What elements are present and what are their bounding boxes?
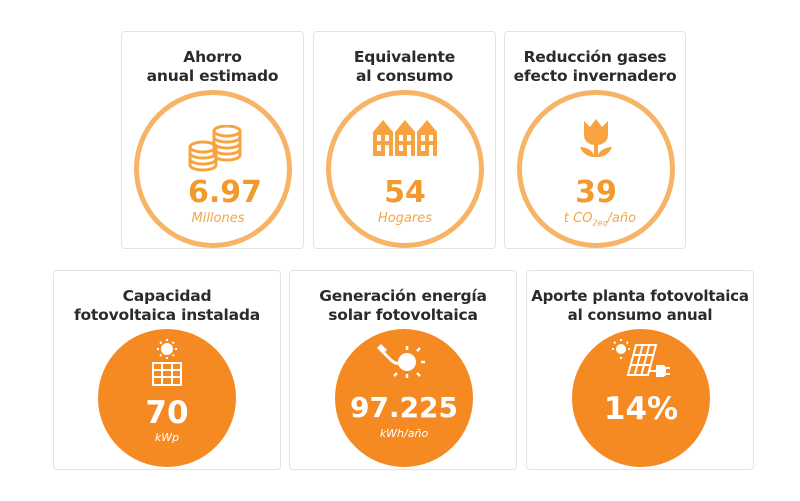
card-title: Reducción gases efecto invernadero bbox=[513, 48, 677, 85]
value: 70 bbox=[145, 395, 189, 431]
card-title: Aporte planta fotovoltaica al consumo an… bbox=[531, 287, 749, 324]
filled-circle: 70 kWp bbox=[98, 329, 236, 467]
ring-circle: 54 Hogares bbox=[326, 90, 484, 248]
card-title: Ahorro anual estimado bbox=[146, 48, 279, 85]
card-title: Equivalente al consumo bbox=[353, 48, 456, 85]
card-plant-contribution: Aporte planta fotovoltaica al consumo an… bbox=[526, 270, 754, 470]
value: 14% bbox=[603, 391, 679, 427]
filled-circle: 97.225 kWh/año bbox=[335, 329, 473, 467]
card-title: Generación energía solar fotovoltaica bbox=[319, 287, 487, 324]
unit-tail: /año bbox=[607, 211, 637, 226]
unit: kWp bbox=[154, 431, 180, 444]
value: 54 bbox=[384, 175, 426, 210]
card-title: Capacidad fotovoltaica instalada bbox=[73, 287, 261, 324]
sun-plug-icon bbox=[377, 344, 425, 378]
unit: Millones bbox=[191, 211, 245, 226]
unit-main: t CO bbox=[563, 211, 593, 226]
panel-plug-icon bbox=[612, 339, 670, 377]
card-installed-capacity: Capacidad fotovoltaica instalada 70 kWp bbox=[53, 270, 281, 470]
card-solar-generation: Generación energía solar fotovoltaica 97… bbox=[289, 270, 517, 470]
unit: kWh/año bbox=[379, 427, 429, 440]
tulip-icon bbox=[580, 119, 612, 157]
card-greenhouse-reduction: Reducción gases efecto invernadero 39 t … bbox=[504, 31, 686, 249]
coins-icon bbox=[188, 125, 242, 172]
ring-circle: 6.97 Millones bbox=[134, 90, 292, 248]
value: 97.225 bbox=[349, 391, 459, 424]
unit: Hogares bbox=[377, 211, 433, 226]
card-consumption-equivalent: Equivalente al consumo 54 Hogares bbox=[313, 31, 496, 249]
filled-circle: 14% bbox=[572, 329, 710, 467]
houses-icon bbox=[373, 120, 437, 156]
value: 39 bbox=[575, 175, 617, 210]
ring-circle: 39 t CO2eq/año bbox=[517, 90, 675, 248]
value: 6.97 bbox=[187, 175, 263, 210]
unit: t CO2eq/año bbox=[522, 211, 670, 228]
unit-sub: 2eq bbox=[592, 218, 608, 228]
sun-panel-icon bbox=[152, 339, 182, 386]
card-annual-savings: Ahorro anual estimado 6.97 Millones bbox=[121, 31, 304, 249]
